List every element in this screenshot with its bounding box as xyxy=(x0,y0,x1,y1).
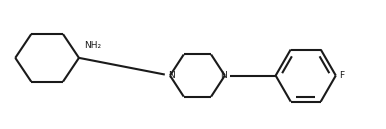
Text: NH₂: NH₂ xyxy=(84,41,102,50)
Text: N: N xyxy=(168,71,175,80)
Text: F: F xyxy=(339,71,344,80)
Text: N: N xyxy=(220,71,227,80)
